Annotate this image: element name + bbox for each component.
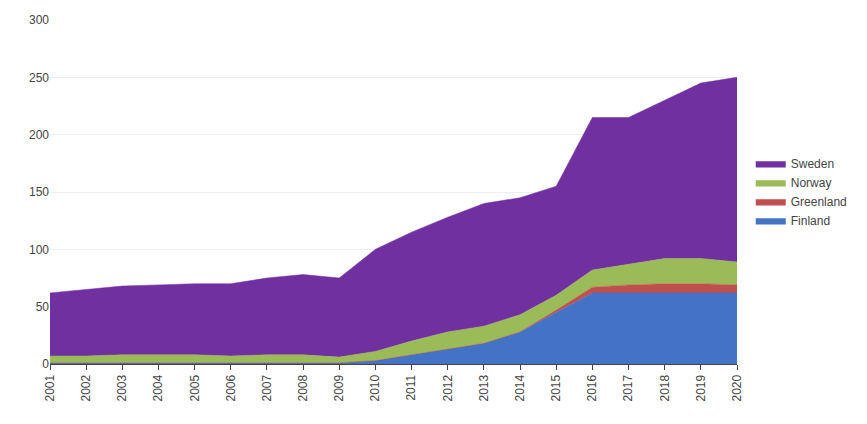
svg-text:2001: 2001 (43, 374, 57, 401)
svg-text:Sweden: Sweden (791, 157, 834, 171)
svg-text:100: 100 (29, 243, 49, 257)
svg-text:250: 250 (29, 71, 49, 85)
svg-text:2002: 2002 (79, 374, 93, 401)
svg-text:2019: 2019 (694, 374, 708, 401)
svg-text:2008: 2008 (296, 374, 310, 401)
svg-text:2003: 2003 (115, 374, 129, 401)
svg-text:2012: 2012 (441, 374, 455, 401)
svg-text:Greenland: Greenland (791, 195, 847, 209)
svg-text:2020: 2020 (730, 374, 744, 401)
svg-text:50: 50 (36, 300, 50, 314)
svg-text:2005: 2005 (188, 374, 202, 401)
svg-text:2007: 2007 (260, 374, 274, 401)
svg-text:2006: 2006 (224, 374, 238, 401)
svg-text:2011: 2011 (404, 374, 418, 400)
svg-text:Finland: Finland (791, 214, 830, 228)
svg-text:2014: 2014 (513, 374, 527, 401)
svg-text:2016: 2016 (585, 374, 599, 401)
svg-text:Norway: Norway (791, 176, 832, 190)
svg-text:2010: 2010 (368, 374, 382, 401)
svg-text:150: 150 (29, 185, 49, 199)
svg-text:300: 300 (29, 13, 49, 27)
svg-text:2004: 2004 (151, 374, 165, 401)
svg-text:2013: 2013 (477, 374, 491, 401)
svg-text:0: 0 (42, 357, 49, 371)
svg-text:200: 200 (29, 128, 49, 142)
svg-text:2009: 2009 (332, 374, 346, 401)
svg-text:2017: 2017 (621, 374, 635, 401)
svg-text:2015: 2015 (549, 374, 563, 401)
svg-text:2018: 2018 (658, 374, 672, 401)
